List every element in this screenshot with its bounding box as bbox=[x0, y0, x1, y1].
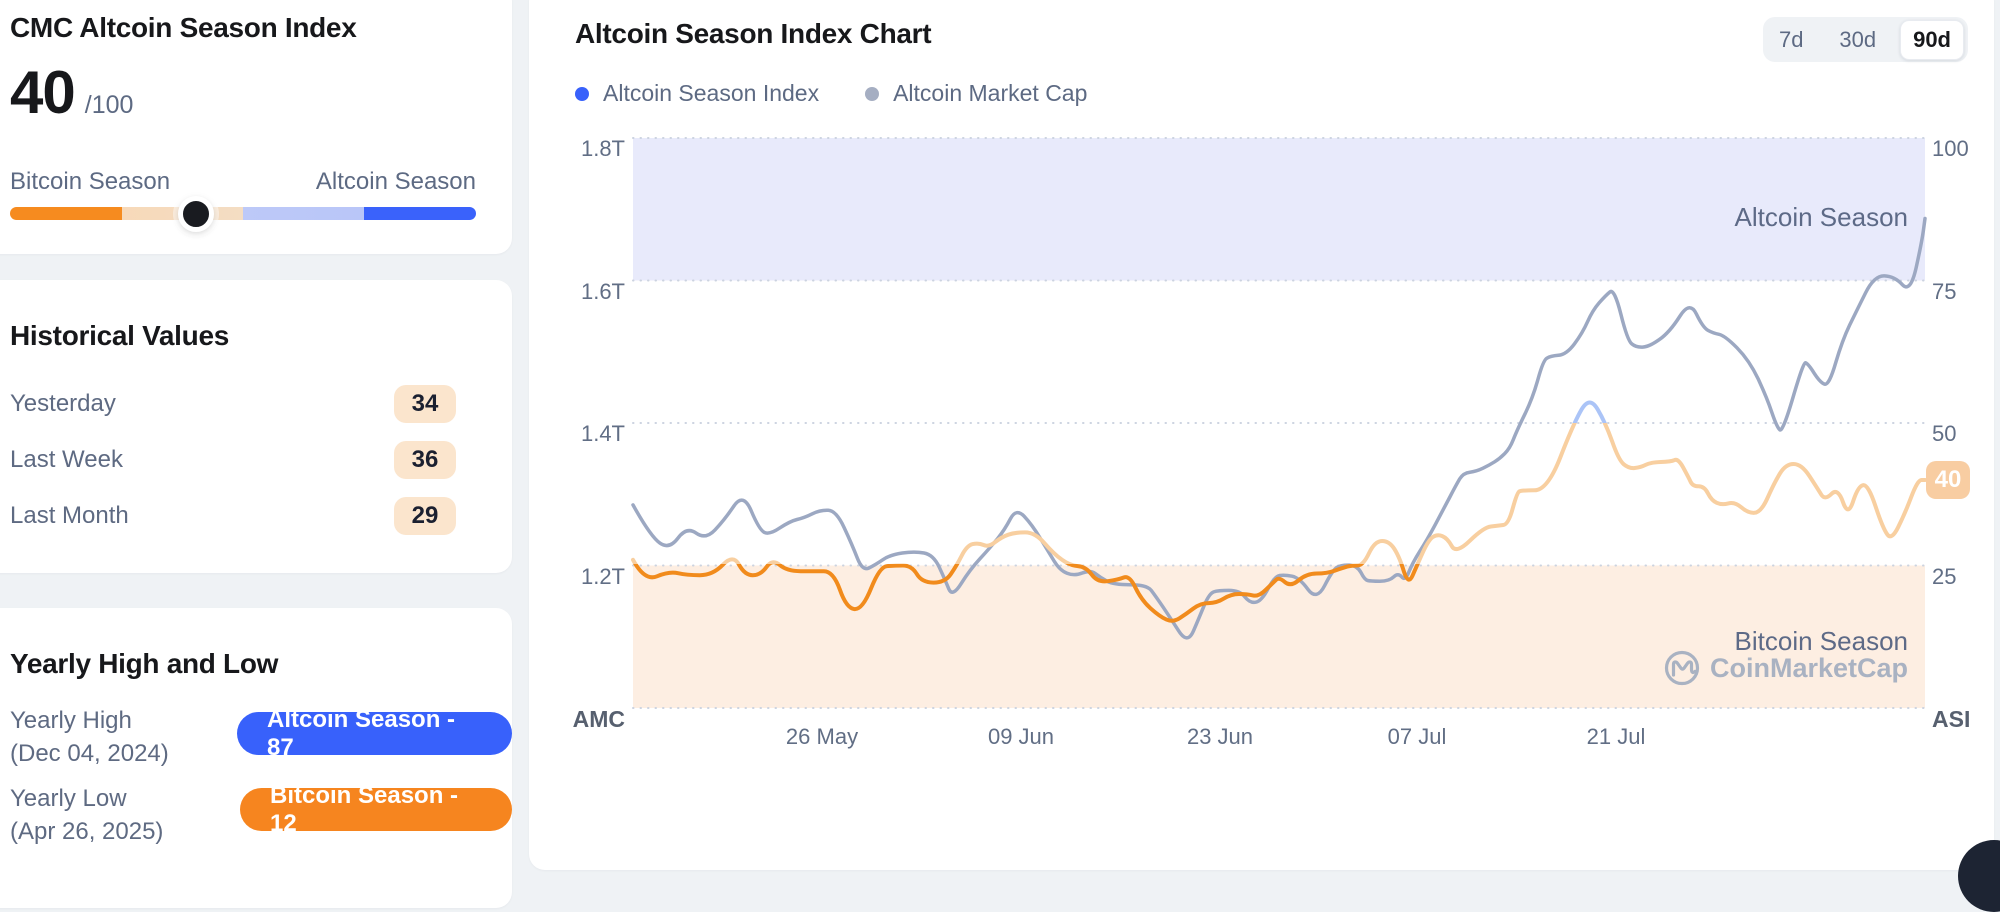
slider-knob[interactable] bbox=[178, 195, 215, 232]
hist-label: Last Week bbox=[10, 446, 123, 473]
index-value-row: 40 /100 bbox=[10, 58, 133, 127]
yearly-high-low-title: Yearly High and Low bbox=[10, 648, 279, 679]
legend-dot-amc-icon bbox=[865, 86, 880, 101]
legend-label-amc: Altcoin Market Cap bbox=[893, 80, 1088, 106]
yearly-high-label: Yearly High (Dec 04, 2024) bbox=[10, 707, 169, 767]
watermark: CoinMarketCap bbox=[1568, 648, 1908, 688]
y-right-tick: 50 bbox=[1932, 421, 1957, 446]
x-tick: 26 May bbox=[785, 724, 859, 749]
index-card-title: CMC Altcoin Season Index bbox=[10, 12, 357, 43]
hist-row-yesterday: Yesterday 34 bbox=[10, 385, 476, 423]
hist-value-badge: 36 bbox=[394, 441, 456, 479]
hist-value-badge: 29 bbox=[394, 497, 456, 535]
hist-label: Yesterday bbox=[10, 390, 116, 417]
y-right-tick: 25 bbox=[1932, 564, 1957, 589]
historical-values-title: Historical Values bbox=[10, 320, 230, 351]
yearly-high-badge: Altcoin Season - 87 bbox=[237, 706, 512, 761]
hist-row-last-week: Last Week 36 bbox=[10, 441, 476, 479]
current-value-badge: 40 bbox=[1926, 461, 1970, 499]
y-left-tick: 1.2T bbox=[580, 564, 625, 589]
x-tick: 09 Jun bbox=[987, 724, 1055, 749]
altcoin-season-scale-label: Altcoin Season bbox=[315, 168, 476, 195]
legend-item-amc[interactable]: Altcoin Market Cap bbox=[865, 80, 1087, 107]
index-max-value: /100 bbox=[84, 91, 134, 119]
hist-value-badge: 34 bbox=[394, 385, 456, 423]
watermark-text: CoinMarketCap bbox=[1709, 652, 1908, 683]
yearly-low-label: Yearly Low (Apr 26, 2025) bbox=[10, 785, 164, 845]
y-right-tick: 100 bbox=[1932, 136, 1969, 161]
range-button-30d[interactable]: 30d bbox=[1827, 21, 1888, 59]
season-scale-labels: Bitcoin Season Altcoin Season bbox=[10, 168, 476, 196]
yearly-high-low-card: Yearly High and Low Yearly High (Dec 04,… bbox=[0, 608, 512, 908]
x-tick: 21 Jul bbox=[1586, 724, 1646, 749]
index-current-value: 40 bbox=[10, 59, 76, 126]
coinmarketcap-logo-icon bbox=[1664, 650, 1700, 686]
season-index-slider[interactable] bbox=[10, 195, 476, 232]
y-left-tick: 1.6T bbox=[580, 279, 625, 304]
y-right-axis-title: ASI bbox=[1932, 706, 1971, 732]
chart-title: Altcoin Season Index Chart bbox=[575, 18, 932, 49]
bitcoin-season-zone-label: Bitcoin Season bbox=[1734, 626, 1908, 656]
chart-legend: Altcoin Season Index Altcoin Market Cap bbox=[575, 80, 1087, 107]
legend-item-asi[interactable]: Altcoin Season Index bbox=[575, 80, 819, 107]
y-right-tick: 75 bbox=[1932, 279, 1957, 304]
legend-dot-asi-icon bbox=[575, 86, 589, 101]
index-card: CMC Altcoin Season Index 40 /100 Bitcoin… bbox=[0, 0, 512, 254]
historical-values-card: Historical Values Yesterday 34 Last Week… bbox=[0, 280, 512, 573]
hist-label: Last Month bbox=[10, 502, 129, 529]
x-tick: 23 Jun bbox=[1186, 724, 1254, 749]
bitcoin-season-scale-label: Bitcoin Season bbox=[10, 168, 171, 195]
y-left-tick: 1.8T bbox=[580, 136, 625, 161]
altcoin-season-zone-label: Altcoin Season bbox=[1734, 202, 1908, 232]
hist-row-last-month: Last Month 29 bbox=[10, 497, 476, 535]
x-tick: 07 Jul bbox=[1387, 724, 1447, 749]
yearly-low-badge: Bitcoin Season - 12 bbox=[240, 782, 512, 837]
range-button-90d[interactable]: 90d bbox=[1900, 19, 1964, 60]
legend-label-asi: Altcoin Season Index bbox=[603, 80, 820, 106]
range-button-group: 7d 30d 90d bbox=[1763, 17, 1968, 62]
range-button-7d[interactable]: 7d bbox=[1767, 21, 1815, 59]
y-left-axis-title: AMC bbox=[572, 706, 625, 732]
y-left-tick: 1.4T bbox=[580, 421, 625, 446]
